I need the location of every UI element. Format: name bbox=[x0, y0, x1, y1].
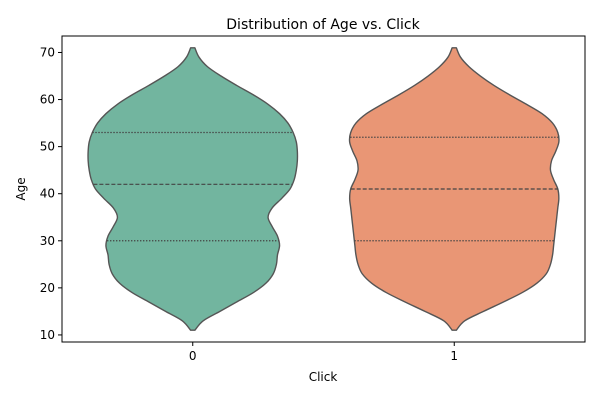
chart-title: Distribution of Age vs. Click bbox=[226, 17, 420, 33]
y-tick-label: 40 bbox=[40, 187, 55, 201]
plot-frame bbox=[61, 35, 586, 343]
y-tick-label: 20 bbox=[40, 281, 55, 295]
violin-0 bbox=[87, 47, 299, 331]
y-tick-label: 10 bbox=[40, 328, 55, 342]
y-tick-label: 50 bbox=[40, 140, 55, 154]
y-axis-label: Age bbox=[14, 177, 28, 200]
violins bbox=[87, 47, 560, 331]
x-tick-label: 1 bbox=[450, 349, 458, 363]
y-tick-label: 70 bbox=[40, 45, 55, 59]
x-tick-label: 0 bbox=[189, 349, 197, 363]
x-axis-label: Click bbox=[309, 370, 338, 384]
y-tick-label: 30 bbox=[40, 234, 55, 248]
y-tick-label: 60 bbox=[40, 93, 55, 107]
y-axis: 10 20 30 40 50 60 70 bbox=[40, 45, 62, 342]
